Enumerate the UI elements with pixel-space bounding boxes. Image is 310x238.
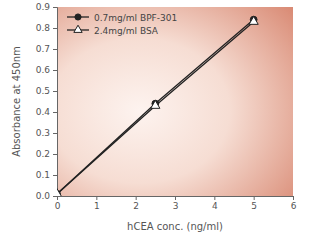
legend-label: 0.7mg/ml BPF-301 (94, 13, 177, 23)
tick: 0.1 (36, 170, 57, 180)
tick: 0.5 (36, 86, 57, 96)
tick: 0.9 (36, 2, 57, 12)
tick: 5 (251, 196, 257, 211)
plot: 0 1 2 3 4 5 6 0.0 0.1 0.2 0.3 0.4 0.5 0.6 0.7 0.8 0.9 0.7… (36, 2, 297, 211)
data-point (57, 189, 62, 196)
tick-mark (53, 112, 57, 113)
tick-label: 0 (55, 201, 61, 211)
x-axis: 0 1 2 3 4 5 6 (55, 196, 297, 211)
marks (57, 16, 258, 196)
tick: 1 (94, 196, 100, 211)
tick-label: 4 (212, 201, 218, 211)
tick-mark (53, 154, 57, 155)
tick-mark (53, 133, 57, 134)
tick: 4 (212, 196, 218, 211)
tick: 0.2 (36, 149, 57, 159)
chart: 0 1 2 3 4 5 6 0.0 0.1 0.2 0.3 0.4 0.5 0.6 0.7 0.8 0.9 0.7… (0, 0, 310, 238)
tick: 2 (133, 196, 139, 211)
tick-label: 0.2 (36, 149, 50, 159)
tick-mark (214, 196, 215, 200)
legend-entry: 2.4mg/ml BSA (67, 25, 159, 35)
tick-label: 2 (133, 201, 139, 211)
tick-mark (53, 28, 57, 29)
tick: 0.4 (36, 107, 57, 117)
tick-label: 0.9 (36, 2, 51, 12)
tick-mark (53, 91, 57, 92)
tick-label: 3 (173, 201, 179, 211)
series-line (57, 22, 254, 194)
series-line (57, 20, 254, 194)
tick: 0.3 (36, 128, 57, 138)
tick-label: 0.7 (36, 44, 50, 54)
tick-mark (53, 49, 57, 50)
tick-mark (175, 196, 176, 200)
tick-mark (53, 7, 57, 8)
tick-label: 0.4 (36, 107, 51, 117)
tick-mark (53, 196, 57, 197)
tick-mark (53, 175, 57, 176)
legend-entry: 0.7mg/ml BPF-301 (67, 13, 177, 23)
tick-label: 0.6 (36, 65, 51, 75)
tick-label: 1 (94, 201, 100, 211)
tick-label: 0.1 (36, 170, 50, 180)
tick: 0.8 (36, 23, 57, 33)
x-axis-title: hCEA conc. (ng/ml) (127, 221, 223, 232)
legend-marker (74, 25, 82, 32)
y-axis-title: Absorbance at 450nm (11, 46, 22, 157)
data-point (249, 16, 258, 24)
tick: 6 (291, 196, 297, 211)
tick: 3 (173, 196, 179, 211)
tick: 0.0 (36, 191, 57, 201)
plot-background (57, 7, 293, 196)
y-axis: 0.0 0.1 0.2 0.3 0.4 0.5 0.6 0.7 0.8 0.9 (36, 2, 58, 201)
tick: 0 (55, 196, 61, 211)
legend-marker (75, 14, 81, 20)
tick-label: 5 (251, 201, 257, 211)
tick-label: 6 (291, 201, 297, 211)
legend: 0.7mg/ml BPF-301 2.4mg/ml BSA (67, 13, 177, 36)
axis-line (53, 8, 58, 197)
tick-mark (254, 196, 255, 200)
tick-label: 0.5 (36, 86, 50, 96)
tick-mark (96, 196, 97, 200)
legend-label: 2.4mg/ml BSA (94, 26, 159, 36)
tick-label: 0.0 (36, 191, 51, 201)
tick-label: 0.8 (36, 23, 51, 33)
tick: 0.6 (36, 65, 57, 75)
tick-mark (53, 70, 57, 71)
tick: 0.7 (36, 44, 57, 54)
tick-mark (293, 196, 294, 200)
tick-label: 0.3 (36, 128, 50, 138)
tick-mark (136, 196, 137, 200)
data-point (151, 100, 160, 108)
axis-line (58, 197, 294, 201)
